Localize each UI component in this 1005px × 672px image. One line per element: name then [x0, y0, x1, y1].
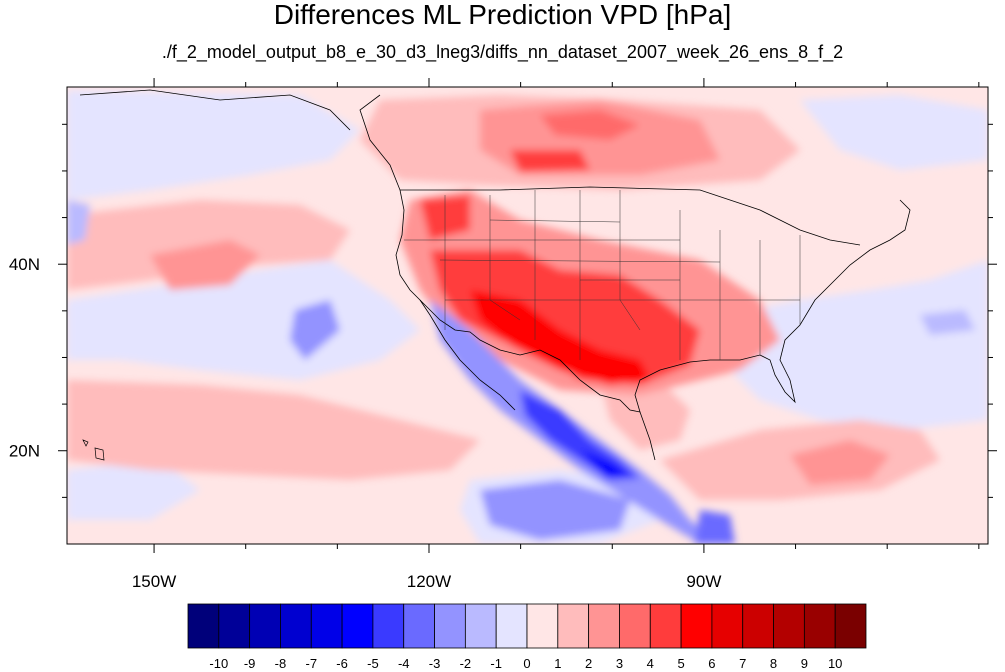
- colorbar-label: -10: [209, 656, 228, 671]
- state-boundaries: [404, 190, 801, 360]
- colorbar-swatch: [464, 603, 497, 649]
- colorbar-label: 0: [523, 656, 530, 671]
- map-title: Differences ML Prediction VPD [hPa]: [273, 0, 732, 30]
- colorbar-swatch: [495, 603, 528, 649]
- colorbar-swatch: [218, 603, 251, 649]
- colorbar-label: -3: [429, 656, 441, 671]
- lat-tick-label: 20N: [9, 442, 40, 461]
- colorbar-swatch: [711, 603, 744, 649]
- vpd-difference-field: [67, 87, 988, 544]
- lat-tick-label: 40N: [9, 255, 40, 274]
- colorbar-label: -4: [398, 656, 410, 671]
- colorbar-swatch: [773, 603, 805, 649]
- colorbar-swatch: [834, 603, 867, 649]
- colorbar-label: 2: [585, 656, 592, 671]
- colorbar-swatch: [557, 603, 590, 649]
- colorbar-label: -9: [244, 656, 256, 671]
- colorbar-swatch: [434, 603, 466, 649]
- colorbar-label: 5: [677, 656, 684, 671]
- map-subtitle: ./f_2_model_output_b8_e_30_d3_lneg3/diff…: [161, 42, 844, 62]
- colorbar-swatch: [619, 603, 651, 649]
- colorbar-label: -2: [460, 656, 472, 671]
- colorbar-label: 3: [616, 656, 623, 671]
- colorbar-label: -6: [336, 656, 348, 671]
- colorbar-label: 6: [708, 656, 715, 671]
- colorbar-swatch: [249, 603, 281, 649]
- colorbar-swatch: [187, 603, 220, 649]
- lon-tick-label: 120W: [407, 572, 451, 591]
- colorbar-swatch: [803, 603, 836, 649]
- colorbar-label: 1: [554, 656, 561, 671]
- coastline-outline: [79, 89, 911, 461]
- lon-tick-label: 150W: [132, 572, 176, 591]
- colorbar-label: 7: [739, 656, 746, 671]
- colorbar-swatch: [341, 603, 374, 649]
- colorbar-label: -7: [305, 656, 317, 671]
- colorbar-swatch: [403, 603, 435, 649]
- colorbar-swatch: [588, 603, 620, 649]
- colorbar-swatch: [372, 603, 405, 649]
- map-axes: 150W 120W 90W 40N 20N: [9, 78, 997, 591]
- colorbar-label: -5: [367, 656, 379, 671]
- colorbar-label: 9: [801, 656, 808, 671]
- colorbar-label: 8: [770, 656, 777, 671]
- colorbar: -10 -9 -8 -7 -6 -5 -4 -3 -2 -1 0 1 2 3 4 5 6 7 8 9 10: [187, 603, 867, 671]
- colorbar-swatch: [649, 603, 682, 649]
- colorbar-swatch: [680, 603, 713, 649]
- colorbar-swatch: [526, 603, 559, 649]
- colorbar-swatch: [310, 603, 343, 649]
- colorbar-label: 10: [828, 656, 842, 671]
- colorbar-swatch: [742, 603, 774, 649]
- hawaii-outline: [82, 439, 105, 461]
- colorbar-label: 4: [647, 656, 654, 671]
- colorbar-label: -1: [490, 656, 502, 671]
- lon-tick-label: 90W: [686, 572, 721, 591]
- colorbar-swatch: [280, 603, 312, 649]
- map-frame: [66, 86, 989, 545]
- colorbar-label: -8: [275, 656, 287, 671]
